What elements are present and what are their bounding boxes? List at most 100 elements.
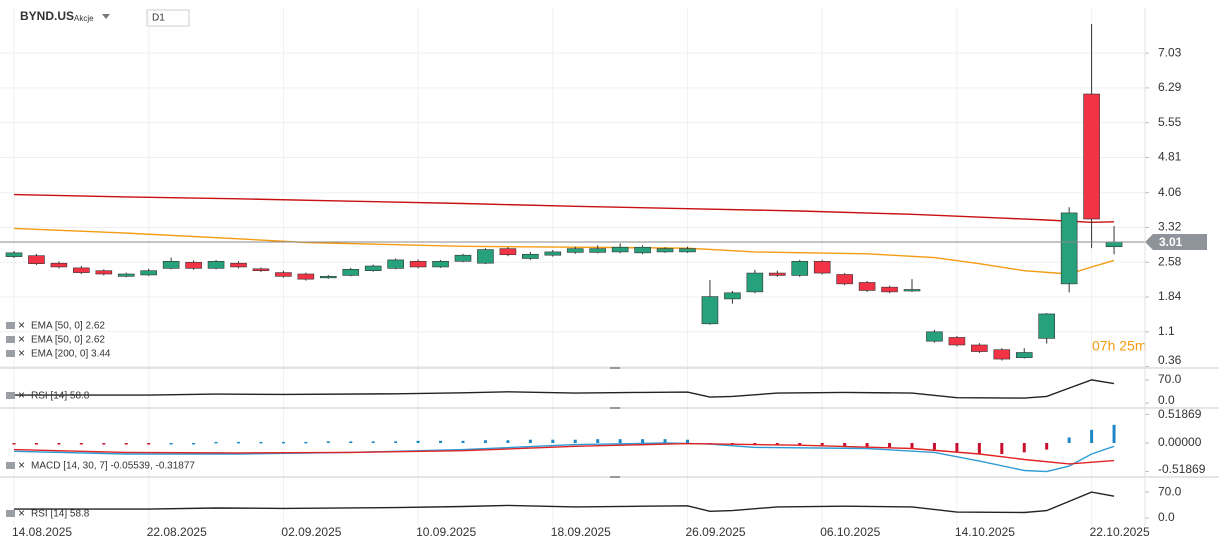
histogram-bar: [977, 443, 981, 454]
x-tick-label: 18.09.2025: [551, 525, 611, 539]
indicator-line: [14, 491, 1115, 514]
histogram-bar: [124, 443, 128, 445]
histogram-bar: [394, 441, 398, 443]
legend-remove: ×: [18, 346, 25, 360]
candle-body: [948, 337, 966, 346]
candle-body: [993, 349, 1011, 360]
histogram-bar: [663, 439, 667, 443]
histogram-bar: [349, 441, 353, 443]
histogram-bar: [910, 443, 914, 448]
histogram-bar: [955, 443, 959, 452]
candle-body: [926, 331, 943, 342]
last-price-box: [1145, 234, 1207, 251]
panel-handle: [610, 407, 620, 409]
histogram-bar: [281, 441, 285, 444]
symbol-dropdown[interactable]: [102, 14, 110, 19]
candle-body: [319, 276, 337, 279]
histogram-bar: [259, 441, 263, 444]
candle-body: [162, 261, 180, 269]
x-tick-label: 14.10.2025: [955, 525, 1015, 539]
y-tick-label: 5.55: [1158, 115, 1182, 129]
candle-body: [656, 248, 674, 253]
candle-body: [387, 259, 404, 269]
candle-body: [207, 261, 225, 269]
legend-entry: EMA [50, 0] 2.62: [31, 321, 105, 332]
histogram-bar: [169, 443, 173, 445]
y-tick-label: 4.06: [1158, 185, 1182, 199]
candle-body: [522, 253, 539, 259]
y-tick-label: 6.29: [1158, 80, 1182, 94]
candle-body: [1083, 93, 1100, 220]
legend-icon: [6, 336, 15, 343]
histogram-bar: [12, 443, 16, 445]
legend-entry: EMA [50, 0] 2.62: [31, 335, 105, 346]
histogram-bar: [775, 443, 779, 446]
x-tick-label: 22.08.2025: [147, 525, 207, 539]
histogram-bar: [573, 439, 577, 443]
legend-entry: EMA [200, 0] 3.44: [31, 349, 111, 360]
histogram-bar: [1000, 443, 1004, 454]
histogram-bar: [326, 441, 330, 443]
candle-body: [342, 269, 360, 276]
timeframe-box[interactable]: [146, 9, 190, 27]
y-tick-label: 0.36: [1158, 353, 1182, 367]
histogram-bar: [528, 439, 532, 443]
y-tick-label: 3.32: [1158, 220, 1182, 234]
x-tick-label: 26.09.2025: [686, 525, 746, 539]
candle-body: [50, 262, 68, 268]
histogram-bar: [79, 443, 83, 445]
candle-body: [140, 270, 157, 276]
indicator-line: [13, 193, 1115, 224]
y-tick-label: 0.0: [1158, 393, 1175, 407]
histogram-bar: [416, 440, 420, 443]
legend-entry: RSI [14] 58.8: [31, 391, 90, 402]
candle-body: [589, 248, 607, 253]
y-tick-label: 4.81: [1158, 150, 1182, 164]
histogram-bar: [820, 443, 824, 446]
legend-remove: ×: [18, 388, 25, 402]
y-tick-label: 0.00000: [1158, 435, 1202, 449]
candle-body: [634, 246, 651, 254]
histogram-bar: [147, 443, 151, 445]
indicator-line: [13, 227, 1115, 275]
candle-body: [5, 252, 23, 257]
asset-class: Akcje: [74, 14, 94, 23]
histogram-bar: [1112, 424, 1116, 443]
histogram-bar: [34, 443, 38, 445]
candle-body: [1060, 212, 1078, 285]
legend-remove: ×: [18, 332, 25, 346]
candle-body: [544, 251, 562, 256]
timeframe[interactable]: D1: [152, 13, 165, 24]
last-price-label: 3.01: [1159, 235, 1183, 249]
candle-body: [768, 272, 786, 276]
candle-body: [409, 261, 427, 268]
candle-body: [679, 248, 696, 253]
histogram-bar: [506, 440, 510, 443]
legend-remove: ×: [18, 506, 25, 520]
histogram-bar: [1022, 443, 1026, 453]
candle-body: [275, 272, 292, 277]
y-tick-label: 0.0: [1158, 510, 1175, 524]
histogram-bar: [483, 440, 487, 443]
candle-body: [432, 261, 449, 268]
y-tick-label: 7.03: [1158, 45, 1182, 59]
histogram-bar: [618, 439, 622, 443]
histogram-bar: [596, 439, 600, 443]
histogram-bar: [865, 443, 869, 447]
candle-body: [971, 344, 988, 352]
x-tick-label: 14.08.2025: [12, 525, 72, 539]
histogram-bar: [237, 441, 240, 444]
y-tick-label: 2.58: [1158, 254, 1182, 268]
histogram-bar: [102, 443, 106, 445]
legend-icon: [6, 510, 15, 517]
symbol[interactable]: BYND.US: [20, 9, 74, 23]
candle-body: [297, 273, 315, 280]
candle-body: [1038, 313, 1055, 339]
x-tick-label: 22.10.2025: [1090, 525, 1150, 539]
y-tick-label: 1.84: [1158, 289, 1182, 303]
x-tick-label: 06.10.2025: [820, 525, 880, 539]
y-tick-label: 70.0: [1158, 372, 1182, 386]
